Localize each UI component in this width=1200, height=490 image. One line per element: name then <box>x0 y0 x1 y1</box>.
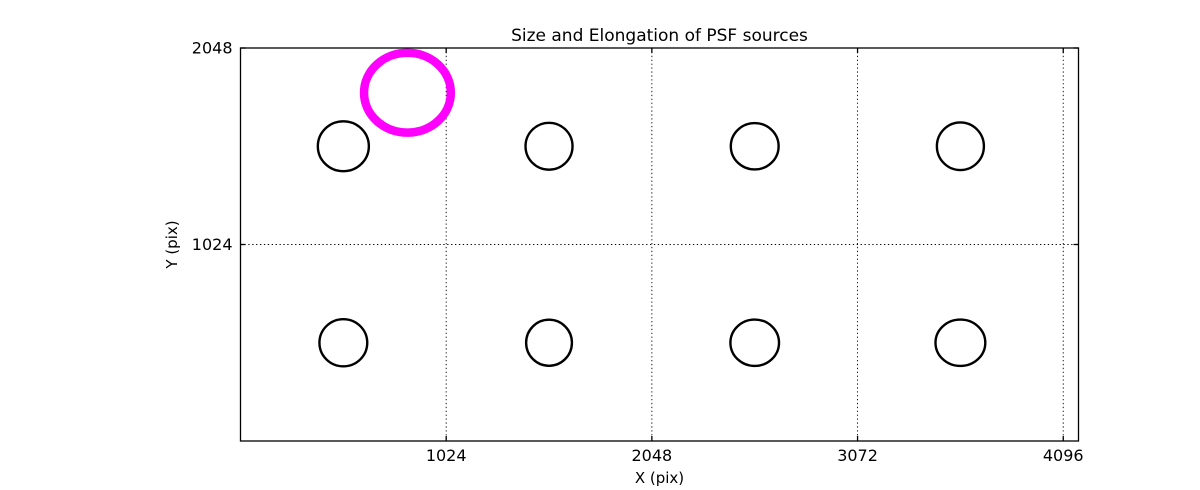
gridlines <box>240 48 1079 441</box>
x-tick-label: 3072 <box>837 446 878 465</box>
y-tick-label: 1024 <box>192 235 233 254</box>
psf-source-ellipse <box>524 121 574 171</box>
psf-source-ellipse <box>729 318 781 368</box>
y-axis-label: Y (pix) <box>163 220 181 269</box>
reference-ellipse <box>359 48 456 137</box>
plot-title: Size and Elongation of PSF sources <box>511 26 808 46</box>
x-tick-label: 1024 <box>426 446 467 465</box>
psf-source-ellipse <box>524 318 574 367</box>
psf-source-ellipse <box>316 120 371 173</box>
x-tick-label: 4096 <box>1043 446 1084 465</box>
psf-source-ellipse <box>318 317 369 368</box>
psf-source-ellipse <box>934 318 987 368</box>
psf-ellipses <box>316 48 987 368</box>
x-tick-label: 2048 <box>632 446 673 465</box>
psf-source-ellipse <box>935 121 986 172</box>
y-tick-label: 2048 <box>192 39 233 58</box>
x-axis-label: X (pix) <box>635 469 684 487</box>
psf-source-ellipse <box>729 121 780 171</box>
tick-marks <box>240 47 1079 441</box>
tick-labels: 1024 2048 3072 4096 1024 2048 <box>192 39 1084 466</box>
